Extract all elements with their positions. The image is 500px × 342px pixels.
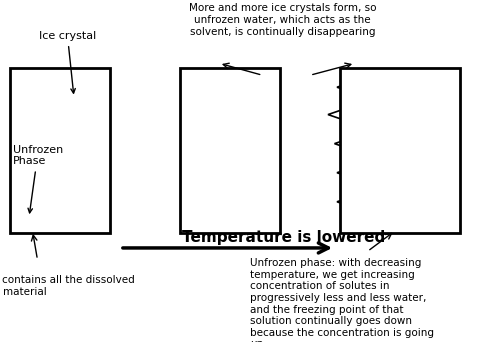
- Text: Ice crystal: Ice crystal: [39, 31, 96, 93]
- Bar: [180, 68, 280, 233]
- Text: More and more ice crystals form, so
unfrozen water, which acts as the
solvent, i: More and more ice crystals form, so unfr…: [189, 3, 376, 37]
- Bar: [340, 68, 460, 233]
- Text: Temperature is lowered: Temperature is lowered: [182, 229, 386, 245]
- Bar: [10, 68, 110, 233]
- Text: Unfrozen
Phase: Unfrozen Phase: [12, 145, 63, 213]
- Text: contains all the dissolved
material: contains all the dissolved material: [2, 275, 135, 297]
- Text: Unfrozen phase: with decreasing
temperature, we get increasing
concentration of : Unfrozen phase: with decreasing temperat…: [250, 258, 434, 342]
